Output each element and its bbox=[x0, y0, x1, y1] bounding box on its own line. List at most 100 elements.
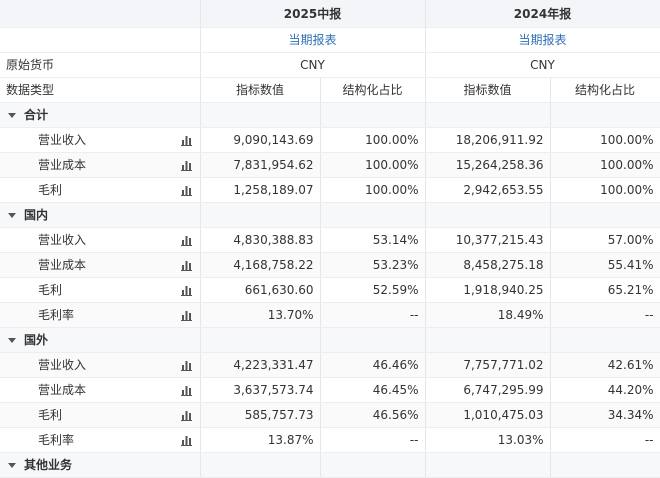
cell-value: 7,831,954.62 bbox=[200, 152, 321, 178]
empty-cell bbox=[200, 202, 321, 228]
corner-cell bbox=[0, 0, 201, 28]
chart-icon[interactable] bbox=[180, 360, 192, 371]
chart-icon[interactable] bbox=[180, 285, 192, 296]
cell-text: 1,918,940.25 bbox=[463, 282, 544, 297]
cell-text: 46.46% bbox=[372, 357, 419, 372]
cell-value: 4,223,331.47 bbox=[200, 352, 321, 378]
cell-value: 4,830,388.83 bbox=[200, 227, 321, 253]
cell-text: 100.00% bbox=[365, 182, 419, 197]
cell-text: 42.61% bbox=[607, 357, 654, 372]
cell-text: 100.00% bbox=[600, 157, 654, 172]
cell-text: 4,223,331.47 bbox=[233, 357, 314, 372]
currency-value: CNY bbox=[200, 52, 426, 78]
chart-icon[interactable] bbox=[180, 410, 192, 421]
empty-cell bbox=[550, 452, 660, 478]
collapse-toggle[interactable] bbox=[8, 463, 16, 468]
chart-icon[interactable] bbox=[180, 310, 192, 321]
cell-text: 18,206,911.92 bbox=[455, 132, 544, 147]
report-type-link[interactable]: 当期报表 bbox=[425, 27, 660, 53]
currency-row: 原始货币 CNY CNY bbox=[0, 52, 660, 78]
cell-value: 585,757.73 bbox=[200, 402, 321, 428]
chart-icon[interactable] bbox=[180, 135, 192, 146]
cell-value: 55.41% bbox=[550, 252, 660, 278]
cell-value: 2,942,653.55 bbox=[425, 177, 551, 203]
cell-text: 营业成本 bbox=[38, 158, 87, 172]
cell-text: 1,010,475.03 bbox=[463, 407, 544, 422]
cell-value: 53.23% bbox=[320, 252, 426, 278]
cell-text: 15,264,258.36 bbox=[455, 157, 544, 172]
data-row: 毛利 585,757.73 46.56% 1,010,475.03 34.34% bbox=[0, 402, 660, 428]
row-label: 毛利 bbox=[0, 277, 201, 303]
cell-value: 9,090,143.69 bbox=[200, 127, 321, 153]
empty-cell bbox=[550, 202, 660, 228]
data-row: 营业收入 4,223,331.47 46.46% 7,757,771.02 42.61% bbox=[0, 352, 660, 378]
cell-text: 34.34% bbox=[607, 407, 654, 422]
column-header: 结构化占比 bbox=[550, 77, 660, 103]
cell-text: 13.03% bbox=[497, 432, 544, 447]
empty-cell bbox=[425, 202, 551, 228]
column-header: 结构化占比 bbox=[320, 77, 426, 103]
cell-value: 15,264,258.36 bbox=[425, 152, 551, 178]
cell-value: 6,747,295.99 bbox=[425, 377, 551, 403]
cell-value: 1,918,940.25 bbox=[425, 277, 551, 303]
cell-text[interactable]: 当期报表 bbox=[288, 33, 337, 47]
cell-value: 53.14% bbox=[320, 227, 426, 253]
cell-text: 57.00% bbox=[607, 232, 654, 247]
cell-text: 结构化占比 bbox=[342, 83, 403, 97]
cell-text: 18.49% bbox=[497, 307, 544, 322]
cell-value: 34.34% bbox=[550, 402, 660, 428]
cell-text: 100.00% bbox=[365, 157, 419, 172]
cell-value: -- bbox=[320, 427, 426, 453]
cell-text: 4,830,388.83 bbox=[233, 232, 314, 247]
cell-text: 65.21% bbox=[607, 282, 654, 297]
cell-value: 7,757,771.02 bbox=[425, 352, 551, 378]
cell-value: -- bbox=[550, 302, 660, 328]
chart-icon[interactable] bbox=[180, 160, 192, 171]
row-label: 毛利率 bbox=[0, 427, 201, 453]
cell-value: 52.59% bbox=[320, 277, 426, 303]
cell-value: 4,168,758.22 bbox=[200, 252, 321, 278]
chart-icon[interactable] bbox=[180, 235, 192, 246]
cell-text: 指标数值 bbox=[463, 83, 512, 97]
group-label[interactable]: 国外 bbox=[0, 327, 201, 353]
group-label[interactable]: 合计 bbox=[0, 102, 201, 128]
cell-value: 46.56% bbox=[320, 402, 426, 428]
cell-text: 4,168,758.22 bbox=[233, 257, 314, 272]
data-row: 营业成本 4,168,758.22 53.23% 8,458,275.18 55.41% bbox=[0, 252, 660, 278]
cell-value: 1,010,475.03 bbox=[425, 402, 551, 428]
empty-cell bbox=[0, 27, 201, 53]
group-label[interactable]: 国内 bbox=[0, 202, 201, 228]
cell-text: 营业成本 bbox=[38, 383, 87, 397]
cell-value: 100.00% bbox=[550, 127, 660, 153]
cell-value: 44.20% bbox=[550, 377, 660, 403]
cell-value: 100.00% bbox=[320, 152, 426, 178]
cell-value: 18,206,911.92 bbox=[425, 127, 551, 153]
group-row: 国内 bbox=[0, 202, 660, 228]
chart-icon[interactable] bbox=[180, 260, 192, 271]
collapse-toggle[interactable] bbox=[8, 113, 16, 118]
cell-text[interactable]: 当期报表 bbox=[518, 33, 567, 47]
cell-value: 13.70% bbox=[200, 302, 321, 328]
group-label[interactable]: 其他业务 bbox=[0, 452, 201, 478]
group-name: 国外 bbox=[24, 333, 49, 347]
cell-value: 661,630.60 bbox=[200, 277, 321, 303]
cell-value: 13.03% bbox=[425, 427, 551, 453]
data-row: 营业成本 3,637,573.74 46.45% 6,747,295.99 44.20% bbox=[0, 377, 660, 403]
column-header: 指标数值 bbox=[200, 77, 321, 103]
chart-icon[interactable] bbox=[180, 435, 192, 446]
collapse-toggle[interactable] bbox=[8, 213, 16, 218]
chart-icon[interactable] bbox=[180, 185, 192, 196]
data-row: 营业收入 4,830,388.83 53.14% 10,377,215.43 57.00… bbox=[0, 227, 660, 253]
period-row: 2025中报 2024年报 bbox=[0, 0, 660, 28]
empty-cell bbox=[550, 327, 660, 353]
group-name: 国内 bbox=[24, 208, 49, 222]
data-row: 毛利 1,258,189.07 100.00% 2,942,653.55 100.00% bbox=[0, 177, 660, 203]
chart-icon[interactable] bbox=[180, 385, 192, 396]
row-label: 毛利 bbox=[0, 177, 201, 203]
collapse-toggle[interactable] bbox=[8, 338, 16, 343]
column-header: 指标数值 bbox=[425, 77, 551, 103]
empty-cell bbox=[320, 452, 426, 478]
report-type-link[interactable]: 当期报表 bbox=[200, 27, 426, 53]
data-row: 毛利率 13.87% -- 13.03% -- bbox=[0, 427, 660, 453]
